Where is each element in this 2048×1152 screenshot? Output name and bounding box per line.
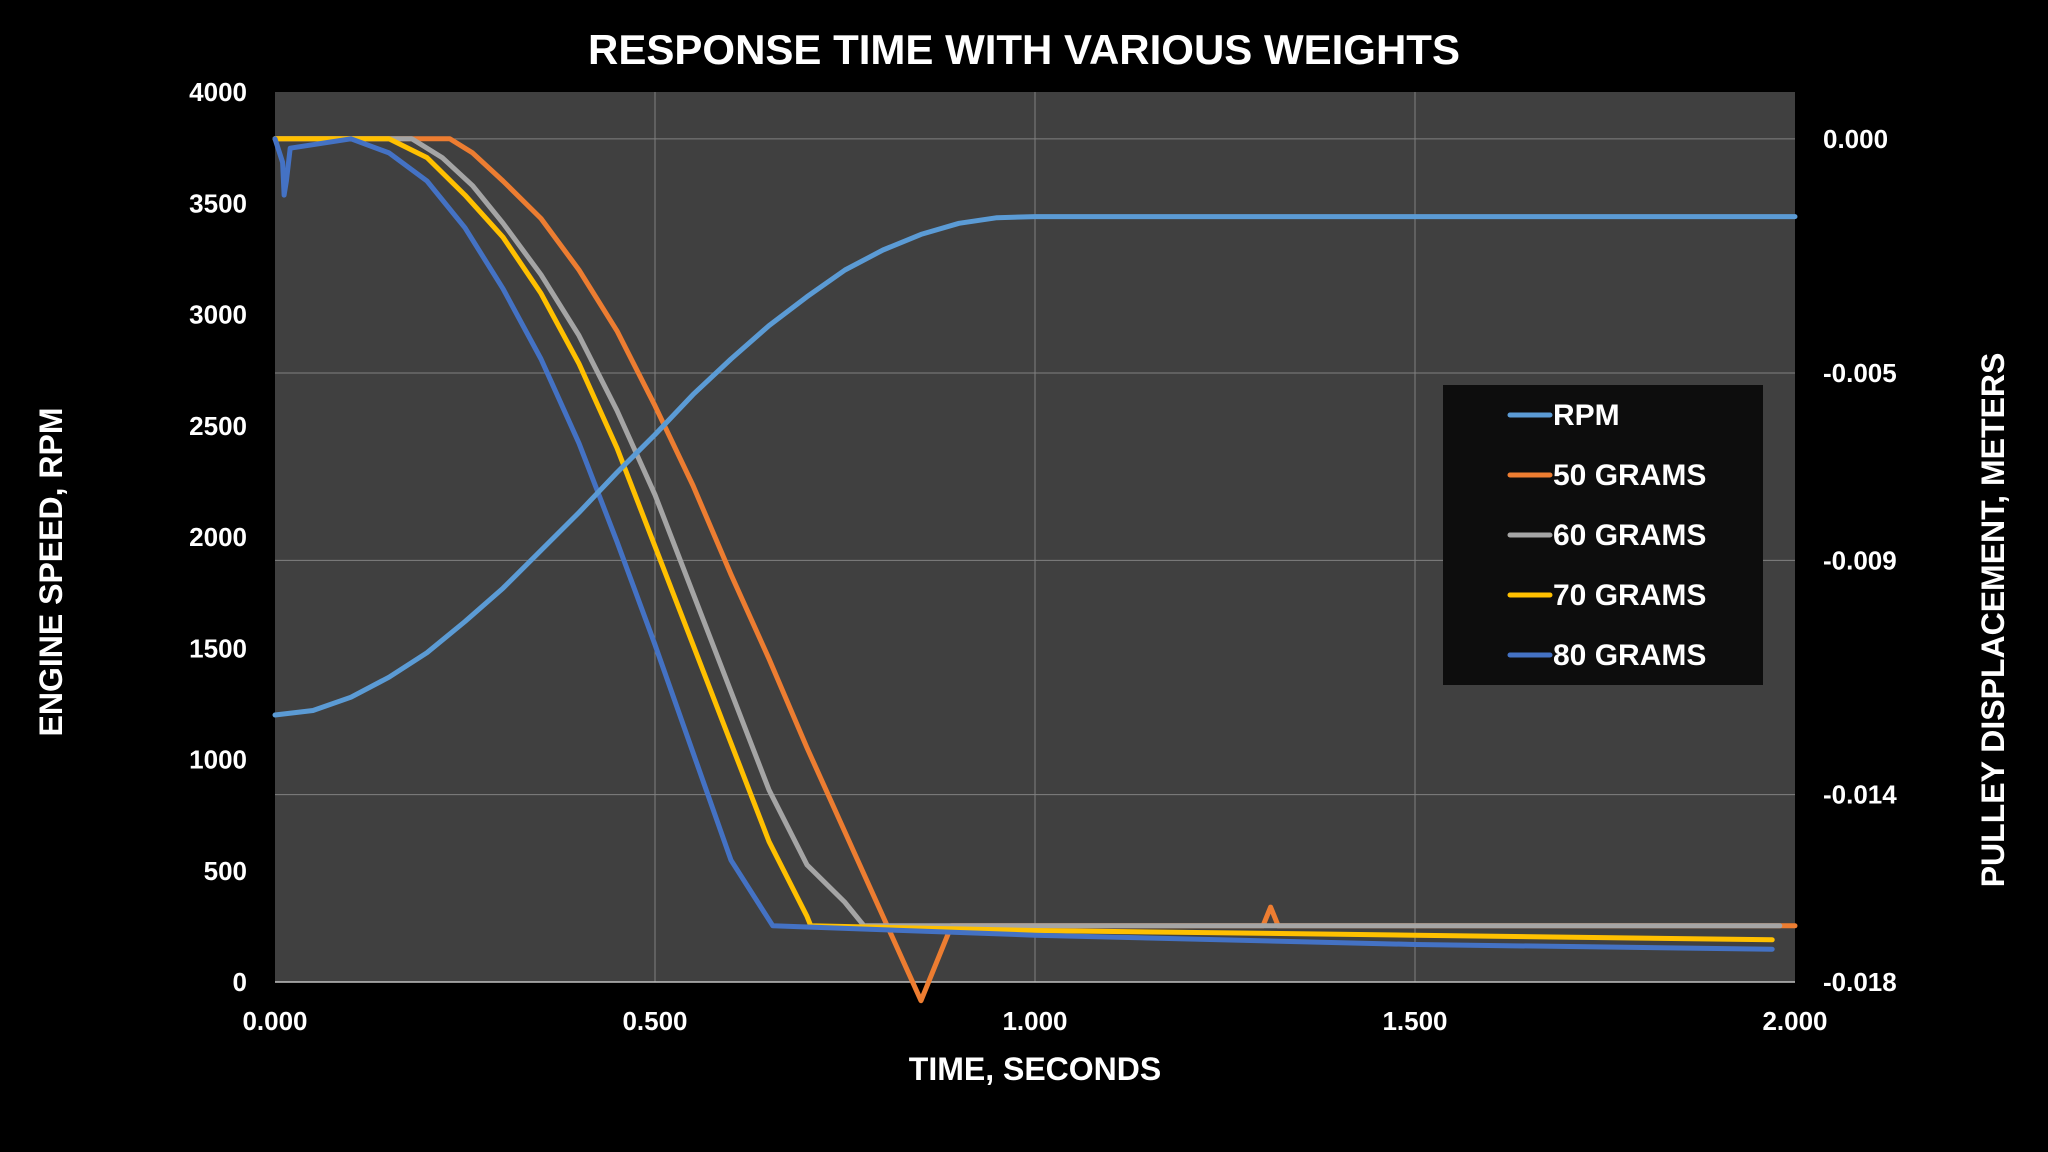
- legend-label: 60 GRAMS: [1553, 519, 1706, 552]
- left-y-tick-label: 2500: [189, 411, 247, 441]
- x-axis-label: TIME, SECONDS: [909, 1051, 1161, 1087]
- right-y-tick-label: -0.009: [1823, 545, 1897, 575]
- series-line-80-grams: [272, 136, 1775, 952]
- series-line-50-grams: [272, 136, 1798, 1004]
- legend-label: 80 GRAMS: [1553, 639, 1706, 672]
- left-y-axis-label: ENGINE SPEED, RPM: [33, 408, 69, 737]
- x-tick-label: 1.500: [1382, 1006, 1447, 1036]
- left-y-tick-label: 3000: [189, 300, 247, 330]
- left-y-tick-label: 0: [233, 967, 247, 997]
- x-axis-ticks: 0.000 0.500 1.000 1.500 2.000: [242, 1006, 1827, 1036]
- right-y-axis-ticks: 0.000 -0.005 -0.009 -0.014 -0.018: [1823, 124, 1897, 997]
- left-y-tick-label: 4000: [189, 77, 247, 107]
- legend-label: 50 GRAMS: [1553, 459, 1706, 492]
- right-y-tick-label: 0.000: [1823, 124, 1888, 154]
- legend-label: RPM: [1553, 399, 1620, 432]
- right-y-tick-label: -0.018: [1823, 967, 1897, 997]
- series-layer: [272, 136, 1798, 1004]
- x-tick-label: 0.500: [622, 1006, 687, 1036]
- left-y-tick-label: 3500: [189, 188, 247, 218]
- left-y-tick-label: 500: [204, 856, 247, 886]
- x-tick-label: 1.000: [1002, 1006, 1067, 1036]
- left-y-tick-label: 1000: [189, 745, 247, 775]
- left-y-axis-ticks: 0 500 1000 1500 2000 2500 3000 3500 4000: [189, 77, 247, 997]
- grid-vertical: [654, 92, 1416, 982]
- legend-box: [1443, 385, 1763, 685]
- left-y-tick-label: 2000: [189, 522, 247, 552]
- x-tick-label: 2.000: [1762, 1006, 1827, 1036]
- left-y-tick-label: 1500: [189, 633, 247, 663]
- right-y-axis-label: PULLEY DISPLACEMENT, METERS: [1975, 353, 2011, 888]
- legend-label: 70 GRAMS: [1553, 579, 1706, 612]
- legend: RPM 50 GRAMS 60 GRAMS 70 GRAMS 80 GRAMS: [1443, 385, 1763, 685]
- series-line-rpm: [272, 214, 1798, 718]
- right-y-tick-label: -0.014: [1823, 780, 1897, 810]
- right-y-tick-label: -0.005: [1823, 358, 1897, 388]
- chart-title: RESPONSE TIME WITH VARIOUS WEIGHTS: [588, 26, 1460, 73]
- x-tick-label: 0.000: [242, 1006, 307, 1036]
